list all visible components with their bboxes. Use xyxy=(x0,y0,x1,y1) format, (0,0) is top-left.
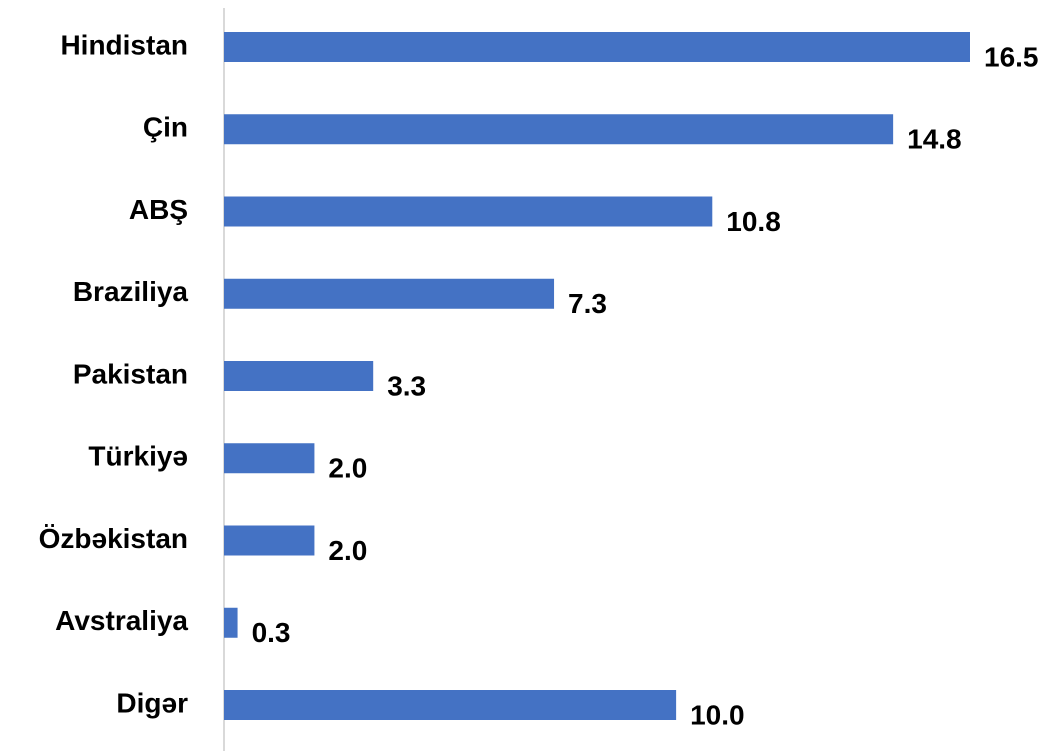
category-label-ozb-kistan: Özbəkistan xyxy=(39,523,188,554)
value-label-turkiy: 2.0 xyxy=(328,453,367,484)
bar-cin xyxy=(224,114,894,145)
category-label-hindistan: Hindistan xyxy=(60,29,188,60)
value-label-hindistan: 16.5 xyxy=(984,41,1039,72)
bar-pakistan xyxy=(224,361,374,391)
bar-hindistan xyxy=(224,32,970,62)
bar-turkiy xyxy=(224,443,315,474)
bar-braziliya xyxy=(224,278,555,309)
category-label-braziliya: Braziliya xyxy=(73,276,189,307)
category-label-pakistan: Pakistan xyxy=(73,358,188,389)
value-label-braziliya: 7.3 xyxy=(568,288,607,319)
category-label-avstraliya: Avstraliya xyxy=(55,605,188,636)
category-label-dig-r: Digər xyxy=(116,687,188,718)
value-label-dig-r: 10.0 xyxy=(690,699,745,730)
value-label-pakistan: 3.3 xyxy=(387,370,426,401)
value-label-avstraliya: 0.3 xyxy=(252,617,291,648)
value-label-cin: 14.8 xyxy=(907,124,962,155)
bar-ozb-kistan xyxy=(224,525,315,556)
category-label-cin: Çin xyxy=(143,112,188,143)
category-label-turkiy: Türkiyə xyxy=(88,441,188,472)
bar-dig-r xyxy=(224,690,677,720)
category-label-abs: ABŞ xyxy=(129,194,188,225)
value-label-abs: 10.8 xyxy=(726,206,781,237)
bar-avstraliya xyxy=(224,607,238,638)
value-label-ozb-kistan: 2.0 xyxy=(328,535,367,566)
bars-layer: Hindistan 16.5 Çin 14.8 ABŞ 10.8 Braziliya 7.3 P… xyxy=(39,29,1039,730)
bar-abs xyxy=(224,196,713,227)
